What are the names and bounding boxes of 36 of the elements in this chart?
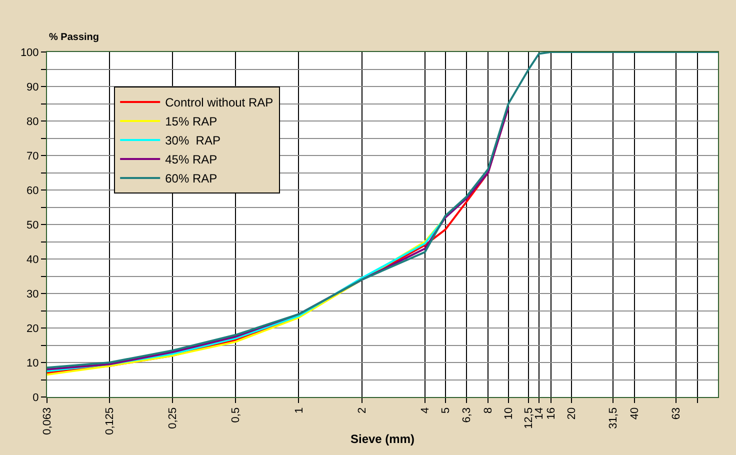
x-tick-label: 16 [546,407,558,420]
x-tick-label: 63 [670,407,683,420]
y-axis-title: % Passing [49,32,100,43]
x-tick-label: 20 [566,407,578,420]
y-tick-label: 30 [26,288,39,300]
legend-label: 60% RAP [165,172,218,186]
x-axis-title: Sieve (mm) [350,432,415,446]
legend-label: 45% RAP [165,152,218,167]
x-tick-label: 0,5 [230,407,242,423]
legend-label: Control without RAP [165,96,274,110]
y-tick-label: 70 [26,150,39,162]
x-tick-label: 0,125 [104,407,116,435]
x-tick-label: 12,5 [523,407,536,429]
x-tick-label: 31,5 [607,407,620,429]
y-tick-label: 0 [32,392,39,404]
x-tick-label: 0,25 [167,407,180,429]
y-tick-label: 90 [26,81,39,94]
legend-label: 15% RAP [165,114,218,129]
y-tick-label: 80 [26,116,39,128]
x-tick-label: 4 [420,407,432,414]
x-tick-label: 40 [629,407,642,420]
x-tick-label: 14 [534,407,546,420]
y-tick-label: 100 [20,46,39,59]
x-tick-label: 6,3 [460,407,473,423]
x-tick-label: 8 [482,407,495,414]
y-tick-label: 10 [26,357,39,370]
y-tick-label: 20 [26,322,39,335]
x-tick-label: 1 [293,407,306,414]
x-tick-label: 5 [440,407,452,414]
y-tick-label: 50 [26,219,39,232]
x-tick-label: 2 [356,407,368,414]
x-tick-label: 0,063 [42,407,54,435]
y-tick-label: 60 [26,184,39,197]
x-tick-label: 10 [502,407,515,420]
legend-label: 30% RAP [165,134,220,148]
y-tick-label: 40 [26,254,39,266]
